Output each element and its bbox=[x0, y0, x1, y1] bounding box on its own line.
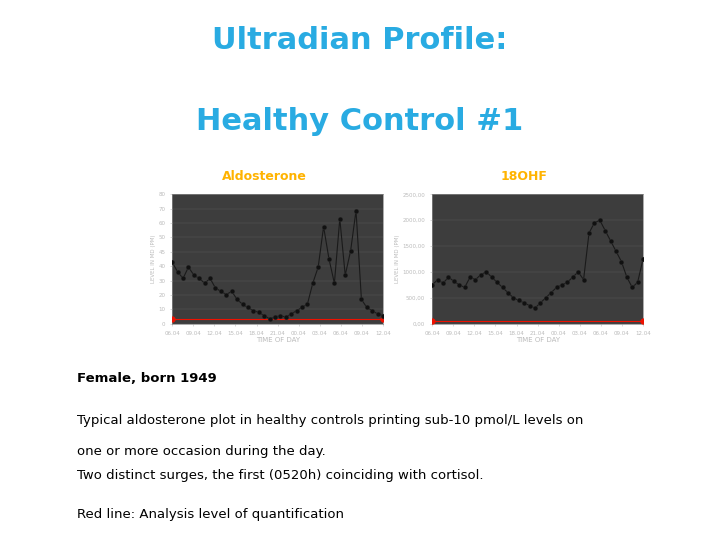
Text: Aldosterone: Aldosterone bbox=[222, 171, 307, 184]
Text: Female, born 1949: Female, born 1949 bbox=[77, 372, 217, 385]
Y-axis label: LEVEL IN MD (PM): LEVEL IN MD (PM) bbox=[150, 235, 156, 284]
Text: Red line: Analysis level of quantification: Red line: Analysis level of quantificati… bbox=[77, 508, 344, 521]
Text: Ultradian Profile:: Ultradian Profile: bbox=[212, 26, 508, 55]
Text: 18OHF: 18OHF bbox=[500, 171, 547, 184]
X-axis label: TIME OF DAY: TIME OF DAY bbox=[516, 337, 559, 343]
Text: Two distinct surges, the first (0520h) coinciding with cortisol.: Two distinct surges, the first (0520h) c… bbox=[77, 469, 483, 482]
Text: Healthy Control #1: Healthy Control #1 bbox=[197, 107, 523, 136]
Text: one or more occasion during the day.: one or more occasion during the day. bbox=[77, 445, 325, 458]
Y-axis label: LEVEL IN MD (PM): LEVEL IN MD (PM) bbox=[395, 235, 400, 284]
Text: Typical aldosterone plot in healthy controls printing sub-10 pmol/L levels on: Typical aldosterone plot in healthy cont… bbox=[77, 414, 583, 427]
X-axis label: TIME OF DAY: TIME OF DAY bbox=[256, 337, 300, 343]
